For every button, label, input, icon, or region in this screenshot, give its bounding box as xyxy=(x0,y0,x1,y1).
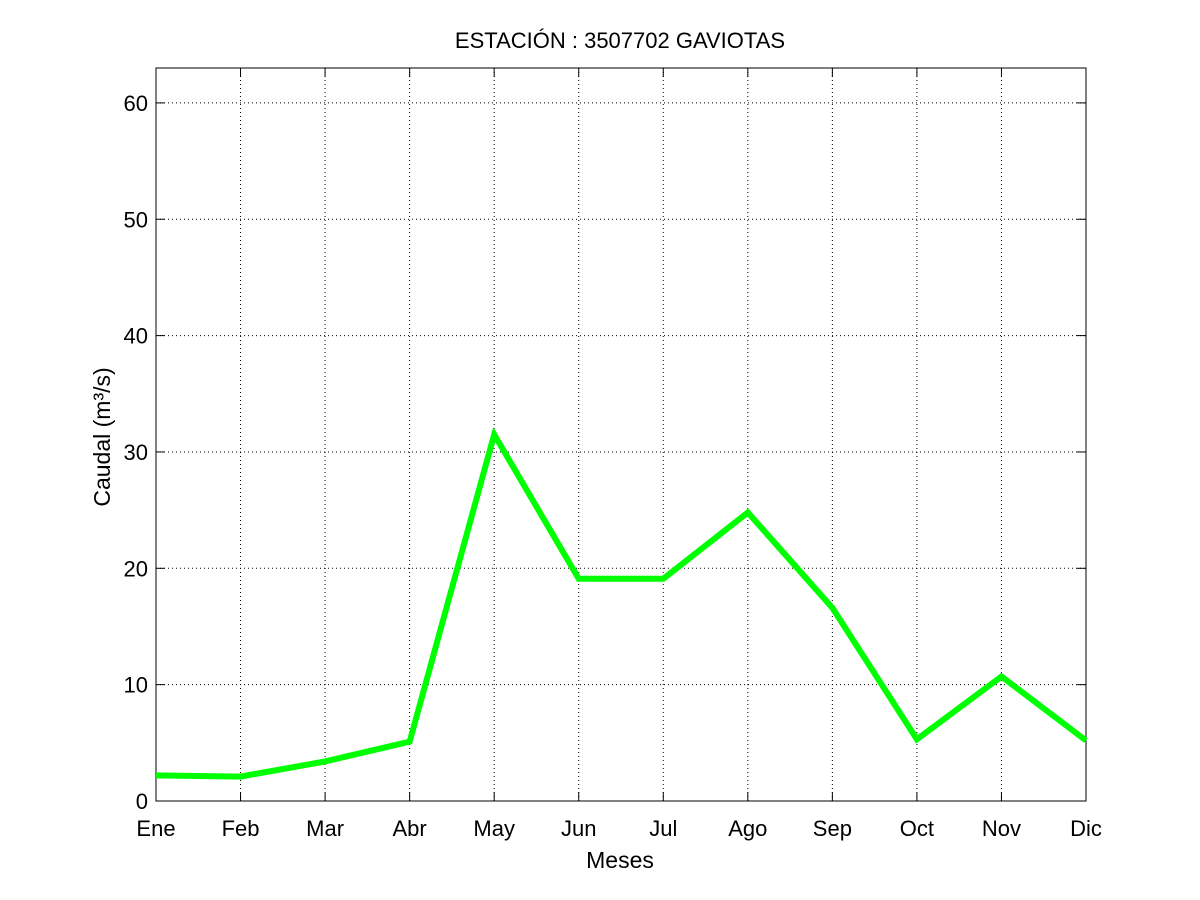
x-tick-label: Ene xyxy=(136,816,175,841)
series-line-caudal xyxy=(155,426,1088,780)
y-tick-label: 40 xyxy=(124,324,148,349)
x-tick-label: Oct xyxy=(900,816,934,841)
x-tick-label: Feb xyxy=(222,816,260,841)
grid xyxy=(156,68,1086,801)
x-tick-label: Ago xyxy=(728,816,767,841)
x-tick-label: Abr xyxy=(393,816,427,841)
y-tick-label: 60 xyxy=(124,91,148,116)
x-tick-label: Sep xyxy=(813,816,852,841)
series-layer xyxy=(155,426,1088,780)
y-tick-label: 50 xyxy=(124,207,148,232)
x-axis-label: Meses xyxy=(586,847,654,873)
x-tick-label: Jul xyxy=(649,816,677,841)
x-tick-label: Jun xyxy=(561,816,596,841)
y-tick-label: 20 xyxy=(124,556,148,581)
x-tick-label: May xyxy=(473,816,515,841)
y-axis-label: Caudal (m³/s) xyxy=(89,367,115,506)
y-tick-label: 30 xyxy=(124,440,148,465)
chart-title: ESTACIÓN : 3507702 GAVIOTAS xyxy=(455,28,785,53)
y-tick-labels: 0 10 20 30 40 50 60 xyxy=(124,91,148,814)
x-tick-label: Mar xyxy=(306,816,344,841)
x-tick-labels: Ene Feb Mar Abr May Jun Jul Ago Sep Oct Nov Dic xyxy=(136,816,1101,841)
x-tick-label: Nov xyxy=(982,816,1021,841)
y-tick-label: 0 xyxy=(136,789,148,814)
plot-area-frame xyxy=(155,67,1087,802)
y-tick-label: 10 xyxy=(124,673,148,698)
tick-marks xyxy=(155,68,1087,802)
x-tick-label: Dic xyxy=(1070,816,1102,841)
